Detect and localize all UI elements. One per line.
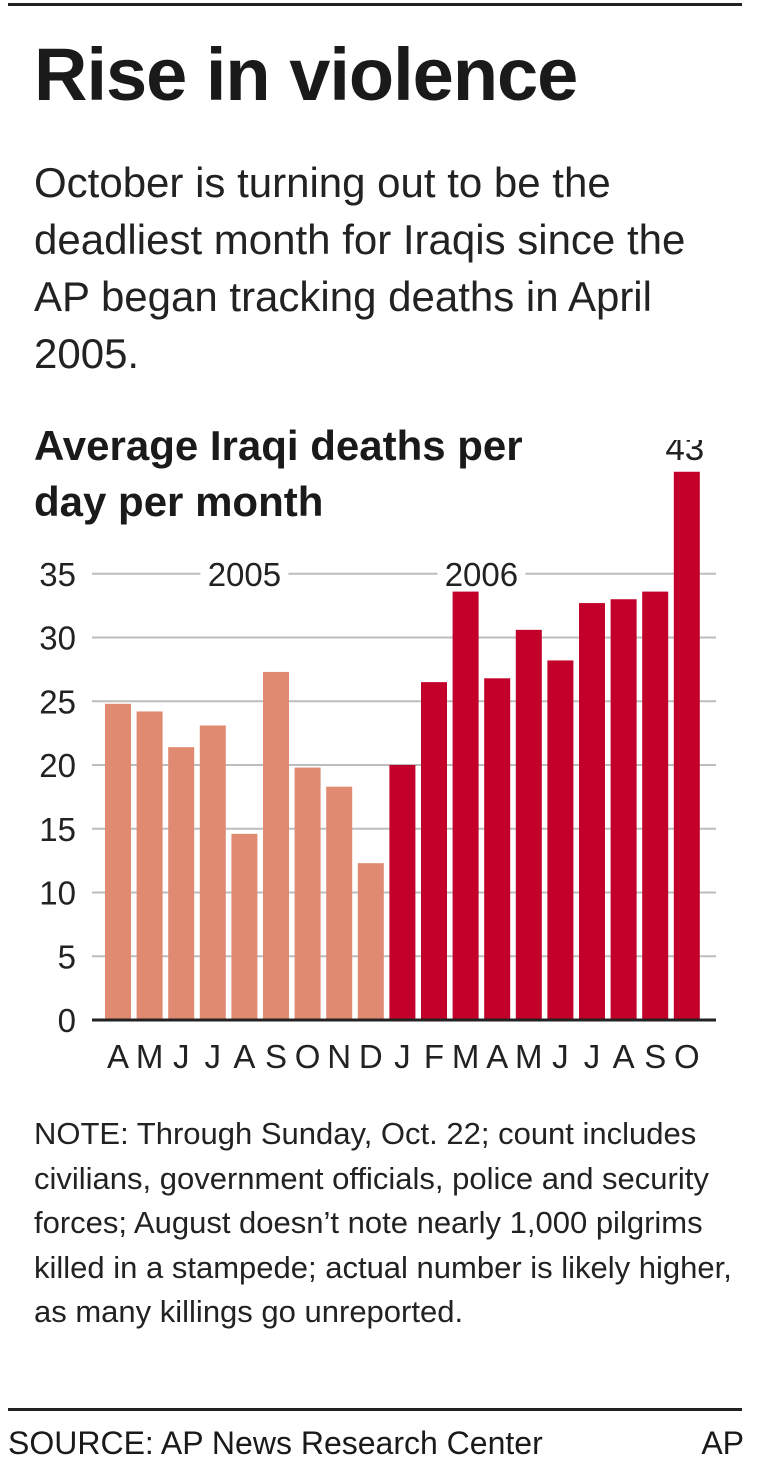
x-tick-label: A [107, 1038, 129, 1075]
x-tick-label: J [173, 1038, 190, 1075]
x-tick-label: M [515, 1038, 543, 1075]
chart-title: Average Iraqi deaths per day per month [34, 422, 523, 525]
bar [263, 671, 289, 1020]
y-tick-label: 15 [39, 811, 76, 848]
top-rule [8, 3, 742, 6]
series-label: 2005 [208, 556, 281, 593]
x-tick-label: O [674, 1038, 700, 1075]
x-tick-label: D [359, 1038, 383, 1075]
source-line: SOURCE: AP News Research Center [8, 1425, 543, 1461]
bar [231, 833, 258, 1020]
x-tick-label: J [205, 1038, 222, 1075]
y-tick-label: 10 [39, 875, 76, 912]
x-tick-label: S [265, 1038, 287, 1075]
bar [421, 682, 447, 1020]
x-tick-label: A [486, 1038, 508, 1075]
bar [642, 591, 669, 1020]
bar [136, 711, 163, 1020]
bar [515, 629, 542, 1020]
y-tick-label: 5 [58, 938, 76, 975]
y-tick-label: 0 [58, 1002, 76, 1039]
y-tick-label: 30 [39, 620, 76, 657]
bar [389, 765, 416, 1020]
series-label: 2006 [445, 556, 518, 593]
series-labels: 2005 2006 [200, 553, 526, 593]
bar [484, 678, 511, 1020]
bottom-rule [8, 1408, 742, 1411]
value-labels: 43 [665, 440, 704, 468]
credit-line: AP [701, 1425, 744, 1461]
y-axis-ticks: 0 5 10 15 20 25 30 35 [39, 556, 76, 1039]
bar [547, 660, 574, 1020]
data-label: 43 [665, 440, 704, 468]
x-tick-label: S [644, 1038, 666, 1075]
graphic-title: Rise in violence [34, 33, 578, 116]
bar [610, 599, 637, 1020]
x-tick-label: M [136, 1038, 164, 1075]
x-tick-label: M [452, 1038, 480, 1075]
x-tick-label: O [295, 1038, 321, 1075]
bar [326, 786, 353, 1020]
x-tick-label: F [424, 1038, 444, 1075]
bar [294, 767, 321, 1020]
series-label-backing [200, 553, 289, 590]
bar [199, 725, 226, 1020]
series-label-backing [437, 553, 526, 590]
bar [673, 471, 700, 1020]
bars [105, 471, 700, 1020]
graphic-subtitle: October is turning out to be the deadlie… [34, 159, 686, 377]
x-tick-label: J [584, 1038, 601, 1075]
bar [105, 703, 131, 1020]
x-tick-label: J [394, 1038, 411, 1075]
y-tick-label: 25 [39, 683, 76, 720]
y-tick-label: 35 [39, 556, 76, 593]
bar [579, 603, 605, 1020]
y-tick-label: 20 [39, 747, 76, 784]
x-tick-label: A [613, 1038, 635, 1075]
bar [168, 747, 195, 1020]
note-text: NOTE: Through Sunday, Oct. 22; count inc… [34, 1116, 732, 1329]
x-tick-label: N [327, 1038, 351, 1075]
bar [357, 863, 384, 1020]
bar [452, 591, 479, 1020]
x-tick-label: A [233, 1038, 255, 1075]
x-tick-label: J [552, 1038, 569, 1075]
